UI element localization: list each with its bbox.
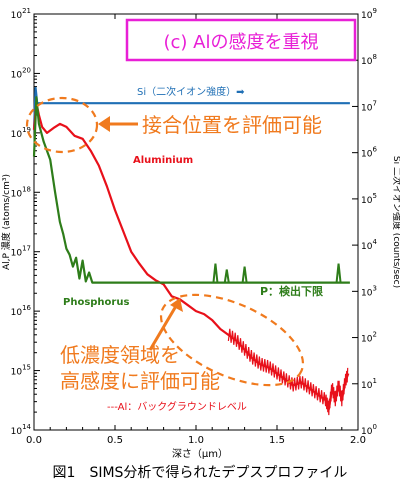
low-conc-arrow-shaft bbox=[148, 305, 178, 351]
y-left-tick-label: 1019 bbox=[11, 126, 31, 140]
y-left-tick-label: 1014 bbox=[11, 423, 32, 437]
chart-title: (c) Alの感度を重視 bbox=[164, 32, 319, 53]
y-right-tick-label: 109 bbox=[361, 7, 377, 21]
low-conc-arrow-head bbox=[170, 298, 183, 312]
y-right-tick-label: 102 bbox=[361, 331, 377, 345]
junction-annotation: 接合位置を評価可能 bbox=[142, 113, 322, 137]
y-left-tick-label: 1017 bbox=[11, 245, 31, 259]
y-left-tick-label: 1020 bbox=[11, 66, 31, 80]
low-concentration-annotation-1: 低濃度領域を bbox=[60, 343, 180, 367]
series-line-si bbox=[32, 86, 350, 130]
y-right-tick-label: 104 bbox=[361, 238, 377, 252]
phosphorus-spike bbox=[241, 266, 248, 283]
x-axis-label: 深さ（μm） bbox=[172, 448, 228, 460]
y-right-tick-label: 100 bbox=[361, 423, 377, 437]
figure-caption: 図1 SIMS分析で得られたデプスプロファイル bbox=[52, 465, 348, 481]
depth-profile-chart: 0.0 0.5 1.0 1.5 2.0 1014 1015 1016 1017 1018 1019 1… bbox=[0, 7, 400, 460]
p-detection-limit-label: P：検出下限 bbox=[260, 284, 323, 298]
y-right-tick-label: 101 bbox=[361, 377, 377, 391]
x-tick-label: 0.0 bbox=[26, 435, 42, 446]
y-right-tick-label: 103 bbox=[361, 284, 377, 298]
phosphorus-spike bbox=[335, 263, 342, 283]
phosphorus-spike bbox=[212, 263, 219, 283]
y-left-tick-label: 1021 bbox=[11, 7, 31, 21]
junction-ellipse bbox=[25, 96, 99, 154]
phosphorus-series-label: Phosphorus bbox=[63, 297, 129, 308]
si-series-label: Si（二次イオン強度）➡ bbox=[137, 85, 245, 98]
aluminium-noise bbox=[227, 328, 349, 416]
title-box bbox=[125, 18, 357, 62]
y-left-tick-label: 1016 bbox=[11, 304, 32, 318]
al-background-label: ---Al：バックグラウンドレベル bbox=[107, 400, 247, 413]
aluminium-series-label: Aluminium bbox=[133, 155, 193, 166]
low-concentration-annotation-2: 高感度に評価可能 bbox=[60, 369, 220, 393]
y-right-tick-label: 108 bbox=[361, 53, 377, 67]
y-right-tick-label: 107 bbox=[361, 99, 377, 113]
x-tick-label: 2.0 bbox=[350, 435, 366, 446]
series-line-phosphorus bbox=[32, 96, 350, 284]
y-left-tick-label: 1018 bbox=[11, 185, 31, 199]
x-tick-label: 1.5 bbox=[269, 435, 285, 446]
x-tick-label: 0.5 bbox=[107, 435, 123, 446]
y-right-axis-label: Si 二次イオン強度 (counts/sec) bbox=[391, 156, 400, 288]
junction-arrow-head bbox=[98, 116, 110, 132]
y-right-tick-label: 106 bbox=[361, 146, 377, 160]
y-left-axis-label: Al,P 濃度 (atoms/cm³) bbox=[0, 174, 12, 270]
phosphorus-spike bbox=[223, 269, 230, 283]
y-right-tick-label: 105 bbox=[361, 192, 377, 206]
x-tick-label: 1.0 bbox=[188, 435, 204, 446]
low-concentration-ellipse bbox=[159, 293, 305, 387]
y-left-tick-label: 1015 bbox=[11, 364, 31, 378]
plot-frame bbox=[33, 13, 359, 431]
